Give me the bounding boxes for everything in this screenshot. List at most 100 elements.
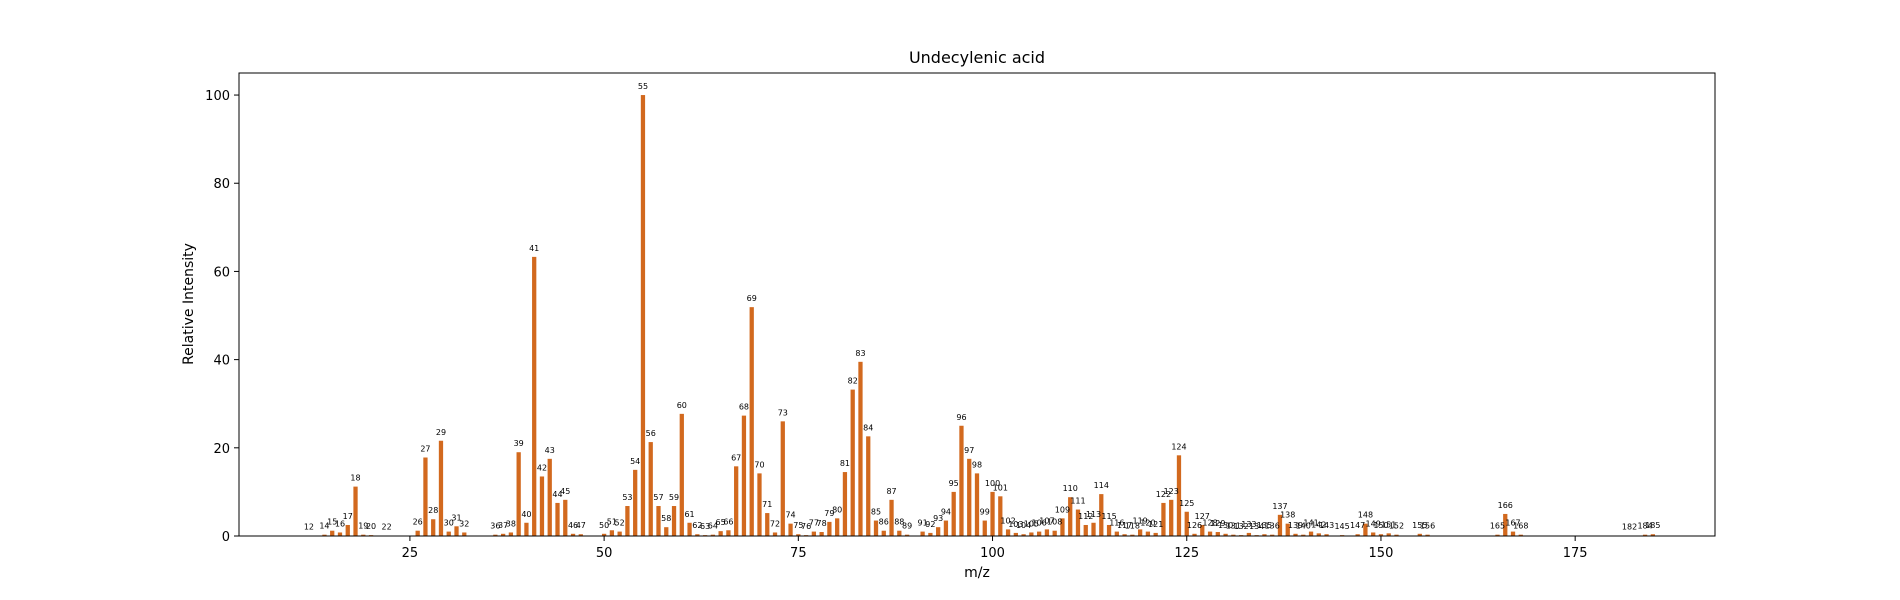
bar-label-mz-74: 74 (785, 511, 795, 520)
bar-mz-167 (1510, 531, 1516, 536)
bar-mz-73 (780, 421, 785, 536)
bar-label-mz-130: 130 (1218, 521, 1233, 530)
bar-label-mz-117: 117 (1117, 521, 1132, 530)
bar-mz-87 (889, 499, 894, 536)
bar-label-mz-168: 168 (1513, 522, 1528, 531)
bar-mz-118 (1130, 534, 1135, 536)
bar-label-mz-26: 26 (413, 518, 423, 527)
bar-mz-120 (1145, 531, 1151, 536)
bar-label-mz-45: 45 (560, 487, 570, 496)
bar-label-mz-125: 125 (1179, 499, 1194, 508)
bar-label-mz-78: 78 (817, 519, 827, 528)
y-tick-label-40: 40 (213, 354, 230, 369)
plot-frame (238, 72, 1716, 537)
y-tick-label-20: 20 (213, 442, 230, 457)
bar-label-mz-138: 138 (1280, 511, 1295, 520)
bar-mz-129 (1215, 532, 1220, 536)
bar-label-mz-182: 182 (1622, 523, 1637, 532)
bar-label-mz-47: 47 (576, 521, 586, 530)
bar-mz-103 (1013, 532, 1018, 536)
bar-mz-128 (1207, 531, 1213, 536)
bar-mz-184 (1642, 534, 1648, 536)
x-axis-ticks: 25 50 75 100 125 150 175 (402, 536, 1588, 561)
bar-mz-84 (866, 436, 871, 536)
bar-label-mz-102: 102 (1000, 516, 1015, 525)
bar-label-mz-155: 155 (1412, 521, 1427, 530)
bar-mz-111 (1075, 509, 1081, 536)
bar-label-mz-114: 114 (1094, 481, 1109, 490)
bar-mz-156 (1425, 534, 1430, 536)
bar-mz-113 (1091, 522, 1096, 536)
bar-mz-45 (563, 499, 568, 536)
bar-label-mz-30: 30 (444, 519, 454, 528)
bar-label-mz-28: 28 (428, 506, 438, 515)
bar-mz-38 (508, 532, 514, 536)
bar-label-mz-122: 122 (1156, 490, 1171, 499)
bar-mz-141 (1308, 531, 1314, 536)
bar-mz-57 (656, 506, 661, 536)
bar-label-mz-93: 93 (933, 514, 943, 523)
bar-label-mz-127: 127 (1195, 512, 1210, 521)
bar-label-mz-134: 134 (1249, 522, 1264, 531)
bar-label-mz-37: 37 (498, 521, 508, 530)
bar-mz-137 (1277, 514, 1283, 536)
bar-mz-135 (1262, 534, 1267, 536)
bar-label-mz-100: 100 (985, 479, 1000, 488)
bar-mz-59 (671, 506, 677, 536)
bar-label-mz-151: 151 (1381, 520, 1396, 529)
bar-label-mz-68: 68 (739, 403, 749, 412)
bar-label-mz-56: 56 (646, 429, 656, 438)
bar-mz-88 (897, 530, 902, 536)
bar-label-mz-79: 79 (824, 509, 834, 518)
bar-mz-148 (1363, 523, 1368, 536)
bar-label-mz-147: 147 (1350, 521, 1365, 530)
bar-label-mz-139: 139 (1288, 521, 1303, 530)
bar-label-mz-111: 111 (1070, 497, 1085, 506)
bar-label-mz-61: 61 (684, 510, 694, 519)
bar-label-mz-141: 141 (1303, 519, 1318, 528)
bar-mz-96 (959, 425, 964, 536)
x-tick-label-25: 25 (402, 546, 419, 561)
bar-label-mz-109: 109 (1055, 505, 1070, 514)
bar-mz-56 (648, 442, 653, 536)
bar-label-mz-129: 129 (1210, 519, 1225, 528)
bar-mz-46 (570, 533, 576, 536)
bar-mz-130 (1223, 533, 1228, 536)
bar-mz-107 (1044, 529, 1050, 536)
bar-label-mz-131: 131 (1226, 522, 1241, 531)
bar-mz-28 (431, 519, 436, 536)
bar-label-mz-142: 142 (1311, 520, 1326, 529)
bar-label-mz-94: 94 (941, 508, 951, 517)
bar-mz-37 (500, 533, 506, 536)
bar-mz-166 (1503, 513, 1508, 536)
bar-mz-52 (617, 531, 622, 536)
chart-title: Undecylenic acid (909, 48, 1045, 67)
y-tick-label-100: 100 (205, 89, 230, 104)
bar-label-mz-148: 148 (1358, 511, 1373, 520)
bar-label-mz-101: 101 (993, 483, 1008, 492)
bar-mz-50 (601, 533, 607, 536)
bar-mz-99 (982, 520, 987, 536)
bar-label-mz-92: 92 (925, 520, 935, 529)
bar-label-mz-20: 20 (366, 522, 376, 531)
bar-label-mz-22: 22 (382, 523, 392, 532)
bar-label-mz-123: 123 (1164, 487, 1179, 496)
bar-label-mz-29: 29 (436, 428, 446, 437)
bar-mz-14 (322, 534, 327, 536)
x-tick-label-150: 150 (1369, 546, 1394, 561)
bar-mz-80 (835, 518, 840, 536)
x-tick-label-75: 75 (790, 546, 807, 561)
bar-label-mz-128: 128 (1202, 519, 1217, 528)
bar-mz-140 (1301, 534, 1306, 536)
bar-label-mz-62: 62 (692, 521, 702, 530)
bar-mz-54 (633, 469, 638, 536)
bar-label-mz-66: 66 (723, 517, 733, 526)
bar-label-mz-42: 42 (537, 463, 547, 472)
bar-label-mz-108: 108 (1047, 518, 1062, 527)
bar-label-mz-105: 105 (1024, 519, 1039, 528)
bar-label-mz-115: 115 (1101, 512, 1116, 521)
bar-mz-86 (881, 530, 886, 536)
bar-mz-60 (679, 413, 684, 536)
